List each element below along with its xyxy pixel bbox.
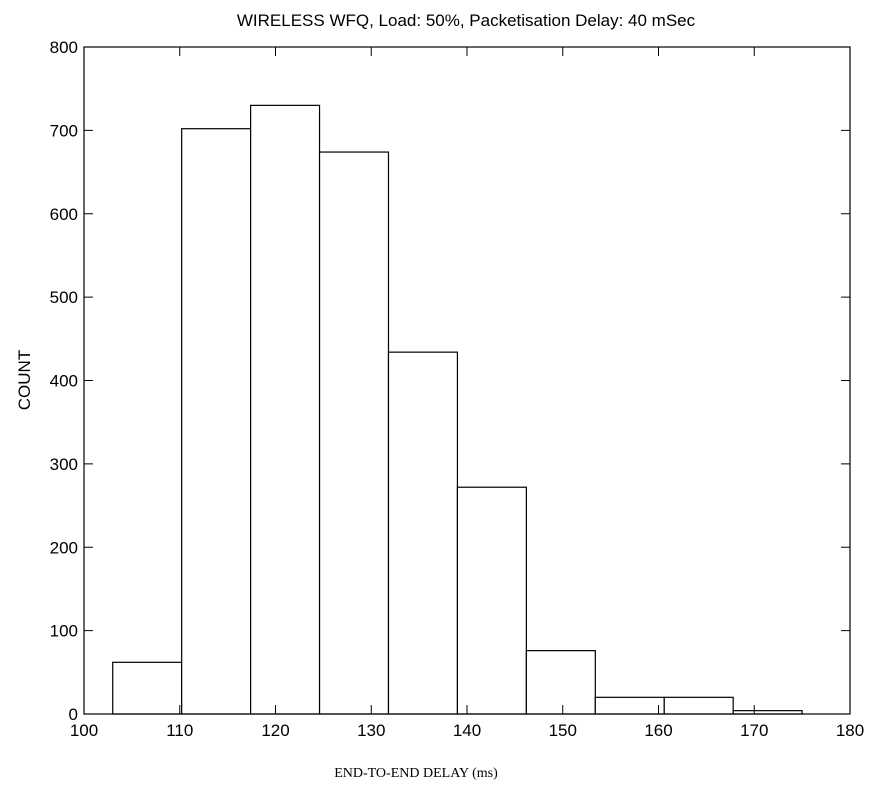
x-tick-label: 110: [166, 721, 193, 740]
y-tick-label: 500: [50, 288, 78, 307]
x-tick-label: 100: [70, 721, 98, 740]
y-axis-label: COUNT: [15, 350, 34, 410]
y-tick-label: 800: [50, 38, 78, 57]
y-tick-label: 200: [50, 538, 78, 557]
histogram-bar-4: [387, 351, 459, 715]
plot-frame: [83, 46, 851, 715]
y-tick-label: 300: [50, 455, 78, 474]
histogram-bar-7: [594, 696, 665, 715]
y-tick-label: 700: [50, 121, 78, 140]
y-tick-label: 400: [50, 372, 78, 391]
histogram-bar-6: [525, 650, 596, 715]
histogram-bar-8: [663, 696, 734, 715]
y-tick-label: 600: [50, 205, 78, 224]
x-axis-label: END-TO-END DELAY (ms): [334, 766, 498, 781]
x-tick-label: 170: [740, 721, 768, 740]
histogram-bar-2: [250, 104, 321, 715]
histogram-bar-3: [318, 151, 390, 715]
y-tick-label: 0: [69, 705, 78, 724]
histogram-bar-5: [456, 486, 527, 715]
ticks-group: 100 110 120 130 140 150 160 170 1800100200300400…: [50, 38, 865, 740]
y-tick-label: 100: [50, 622, 78, 641]
x-tick-label: 160: [644, 721, 672, 740]
x-tick-label: 120: [261, 721, 289, 740]
bars-group: [112, 104, 803, 715]
histogram-bar-0: [112, 661, 183, 715]
x-tick-label: 150: [549, 721, 577, 740]
chart-title: WIRELESS WFQ, Load: 50%, Packetisation D…: [237, 11, 696, 30]
x-tick-label: 130: [357, 721, 385, 740]
histogram-bar-1: [181, 128, 252, 715]
x-tick-label: 140: [453, 721, 481, 740]
x-tick-label: 180: [836, 721, 864, 740]
